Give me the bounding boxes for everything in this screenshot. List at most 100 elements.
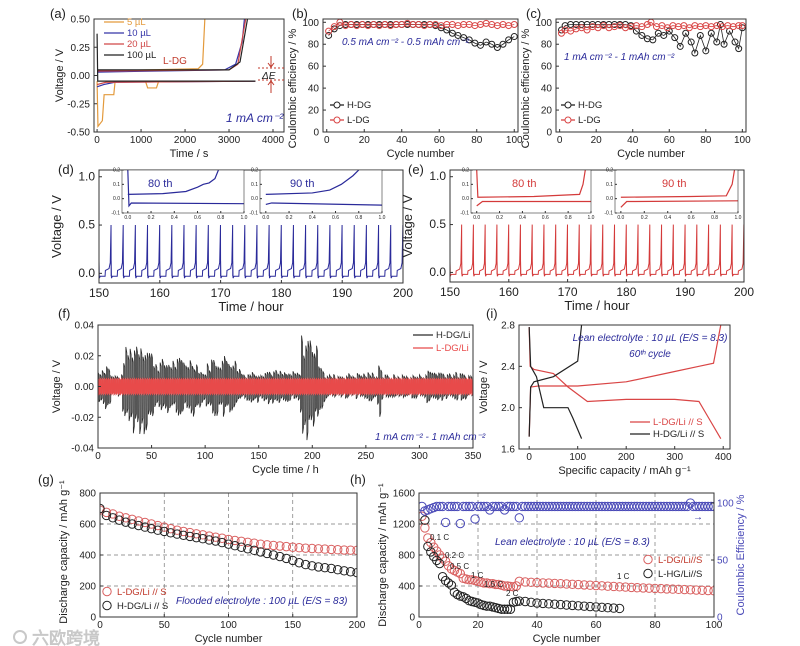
series-coulombic-efficiency-point bbox=[514, 513, 524, 523]
plot-frame bbox=[449, 169, 745, 283]
x-tick-label: 0.2 bbox=[286, 215, 293, 221]
x-axis-label: Time / hour bbox=[218, 299, 284, 314]
series-h-dg-li-s-point bbox=[133, 520, 144, 531]
panel-f: 0 50 100 150 200 250 300 350 -0.04 -0.02 0.00 0.02 0… bbox=[51, 306, 486, 476]
series-coulombic-efficiency-point bbox=[491, 501, 501, 512]
series-l-dg-li-s-point bbox=[140, 517, 150, 528]
series-h-dg-li-s-point bbox=[165, 528, 176, 538]
series-l-dg-li-s-point bbox=[210, 532, 221, 542]
y-tick-label: 0.1 bbox=[113, 182, 120, 188]
x-axis-label: Specific capacity / mAh g⁻¹ bbox=[558, 465, 691, 477]
series-l-dg-li-s-point bbox=[620, 582, 631, 592]
x-tick-label: 1.0 bbox=[379, 215, 386, 221]
y-tick-label: 20 bbox=[308, 106, 320, 117]
inset-title: 80 th bbox=[148, 178, 172, 190]
annotation: 1 mA cm⁻² - 1 mAh cm⁻² bbox=[564, 52, 675, 63]
legend-item: L-DG bbox=[561, 115, 601, 126]
series-l-dg-li-s-point bbox=[236, 536, 247, 547]
series-l-dg-li-s-line bbox=[528, 325, 722, 437]
y-tick-label: -0.04 bbox=[71, 444, 94, 455]
x-tick-label: 0.0 bbox=[262, 215, 269, 221]
series-l-dg-li-s-point bbox=[121, 513, 131, 523]
series-coulombic-efficiency-point bbox=[685, 498, 696, 508]
series-h-dg-li-s-point bbox=[268, 550, 279, 560]
legend-marker-icon bbox=[564, 116, 572, 124]
series-l-hg-li-s-point bbox=[443, 578, 454, 588]
series-h-dg-point bbox=[493, 44, 501, 52]
y-tick-label: 20 bbox=[541, 106, 553, 117]
series-coulombic-efficiency-point bbox=[703, 501, 713, 512]
series-l-dg-li-s-point bbox=[191, 529, 202, 539]
y-tick-label: 0.0 bbox=[462, 196, 469, 202]
series-l-dg-li-s-point bbox=[243, 537, 253, 547]
series-l-dg-li-s-point bbox=[638, 583, 648, 593]
plot-frame bbox=[121, 169, 245, 214]
legend: L-DG/Li//S L-HG/Li//S bbox=[643, 554, 702, 580]
series-h-dg-li-s-point bbox=[172, 529, 182, 539]
series-h-dg-point bbox=[713, 38, 721, 46]
series-l-dg-li-s-point bbox=[420, 523, 430, 533]
series-stripping-line bbox=[265, 170, 360, 195]
series-h-dg-point bbox=[702, 47, 710, 55]
series-layer bbox=[127, 170, 244, 208]
series-l-dg-li-s-point bbox=[223, 534, 234, 545]
x-tick-label: 60 bbox=[434, 135, 446, 146]
panel-label: (b) bbox=[292, 6, 308, 21]
legend: H-DG L-DG bbox=[330, 100, 371, 126]
series-layer bbox=[325, 19, 518, 52]
series-h-dg-point bbox=[682, 29, 690, 37]
x-tick-label: 100 bbox=[506, 135, 523, 146]
legend-item: L-DG/Li // S bbox=[102, 586, 167, 598]
series-l-dg-li-s-point bbox=[485, 578, 495, 589]
y-tick-label: 0.2 bbox=[606, 168, 613, 174]
series-h-dg-point bbox=[696, 31, 704, 39]
x-tick-label: 0.4 bbox=[664, 215, 671, 221]
panel-d80: 0.0 0.2 0.4 0.6 0.8 1.0 -0.1 0.0 0.1 0.2 80 th bbox=[111, 168, 247, 222]
series-h-dg-li-s-line bbox=[528, 327, 583, 439]
series-h-dg-point bbox=[477, 41, 484, 49]
series-l-dg-li-s-point bbox=[294, 543, 304, 553]
series-l-dg-li-s-point bbox=[679, 584, 690, 595]
panel-a: 0 1000 2000 3000 4000 -0.50 -0.25 0.00 0.25 0.50 (… bbox=[50, 6, 285, 160]
series-l-hg-li-s-point bbox=[440, 575, 451, 586]
series-h-dg-point bbox=[687, 38, 695, 46]
y-tick-label: -0.1 bbox=[604, 211, 613, 217]
y-axis-label: Coulombic efficiency / % bbox=[520, 28, 532, 148]
series-l-hg-li-s-point bbox=[420, 515, 430, 525]
series-h-dg-li-s-point bbox=[114, 515, 124, 525]
plot-frame bbox=[614, 169, 739, 214]
legend-label: L-HG/Li//S bbox=[658, 569, 702, 580]
series-coulombic-efficiency-point bbox=[485, 505, 495, 515]
y-tick-label: 40 bbox=[308, 84, 320, 95]
series-h-dg-point bbox=[738, 24, 746, 32]
series-h-dg-li-s-point bbox=[333, 565, 343, 575]
series-layer bbox=[476, 170, 591, 207]
series-coulombic-efficiency-point bbox=[505, 501, 516, 512]
y-tick-label: 0.0 bbox=[429, 265, 446, 279]
series-h-dg-li-s-point bbox=[313, 562, 324, 572]
series-l-hg-li-s-point bbox=[585, 601, 595, 612]
legend-item: H-DG/Li // S bbox=[102, 600, 168, 612]
y-tick-label: 0.00 bbox=[75, 382, 95, 393]
series-layer bbox=[557, 19, 746, 57]
y-axis-label: Discharge capacity / mAh g⁻¹ bbox=[58, 480, 70, 624]
annotation: 1 mA cm⁻² - 1 mAh cm⁻² bbox=[375, 432, 486, 443]
x-tick-label: 400 bbox=[715, 452, 732, 463]
series-l-dg-li-s-point bbox=[650, 583, 660, 594]
series-l-dg-li-s-point bbox=[443, 561, 454, 571]
series-h-dg-point bbox=[589, 20, 597, 28]
series-l-dg-li-s-point bbox=[307, 543, 317, 554]
annotation: 0.5 mA cm⁻² - 0.5 mAh cm⁻² bbox=[342, 37, 470, 48]
x-tick-label: 0.6 bbox=[194, 215, 201, 221]
x-tick-label: 0 bbox=[416, 620, 422, 631]
series-coulombic-efficiency-point bbox=[419, 501, 427, 512]
y-tick-label: 0.04 bbox=[75, 321, 95, 332]
y-tick-label: 0.2 bbox=[462, 168, 469, 174]
y2-tick-label: 100 bbox=[717, 499, 734, 510]
x-tick-label: 60 bbox=[590, 620, 602, 631]
series-plating-line bbox=[127, 170, 244, 208]
x-tick-label: 100 bbox=[197, 451, 214, 462]
series-l-dg-li-s-point bbox=[597, 581, 607, 591]
inset-background bbox=[615, 170, 738, 213]
